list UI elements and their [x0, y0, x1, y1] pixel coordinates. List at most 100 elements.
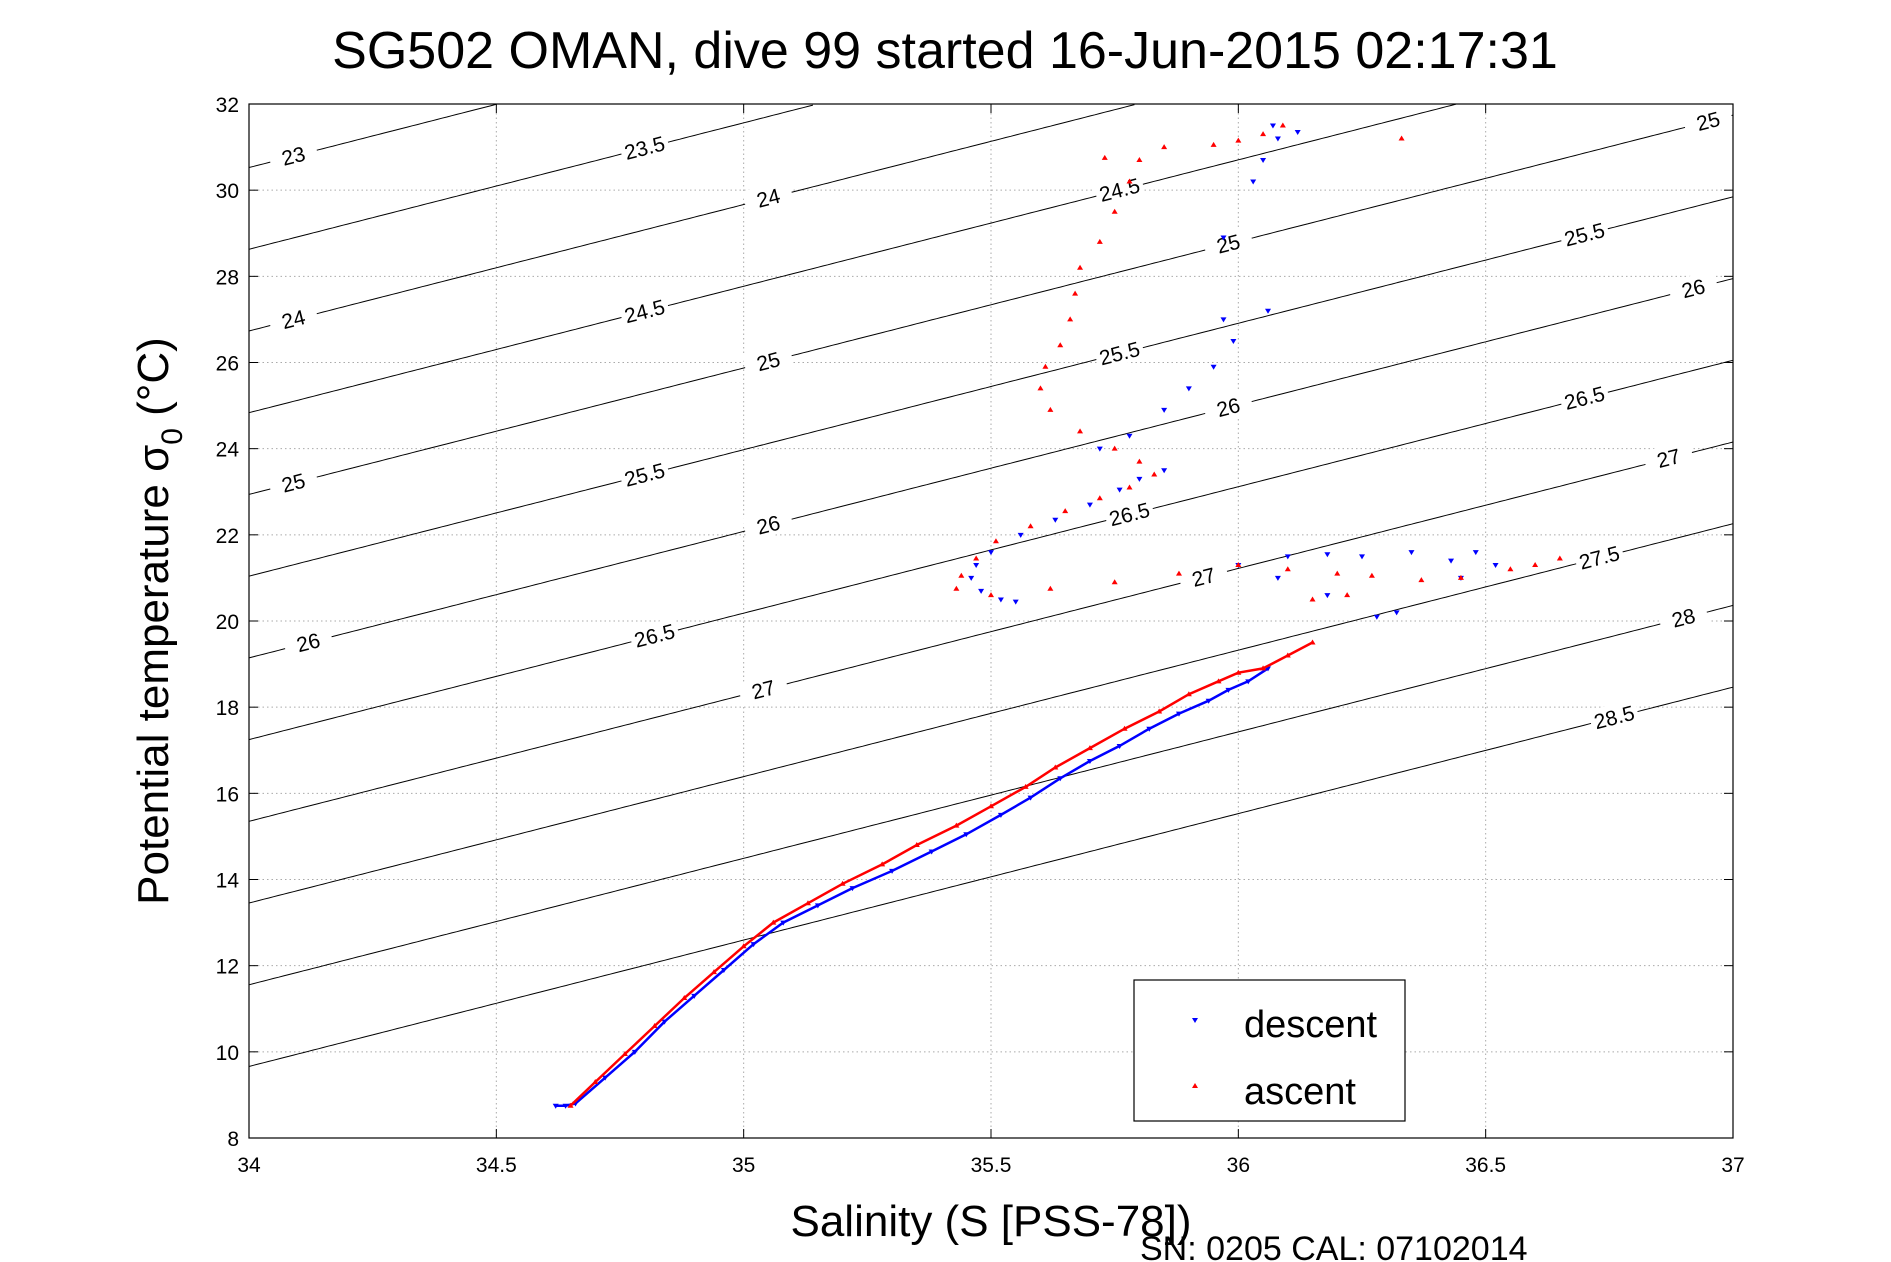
- descent-point: [1057, 776, 1064, 782]
- contour-label: 26: [1214, 394, 1242, 422]
- descent-point: [552, 1103, 559, 1109]
- contour-label: 26.5: [1107, 499, 1152, 531]
- descent-point: [1373, 614, 1380, 620]
- descent-point: [602, 1075, 609, 1081]
- x-tick-label: 35: [732, 1154, 755, 1177]
- ascent-point: [1309, 639, 1316, 645]
- contour-label-bg: [267, 464, 320, 500]
- contour-label: 27: [749, 676, 777, 704]
- y-tick-label: 16: [216, 783, 239, 806]
- ascent-point: [973, 555, 980, 561]
- contour-label: 27: [1190, 564, 1218, 592]
- ascent-point: [1309, 596, 1316, 602]
- descent-point: [889, 868, 896, 874]
- ascent-point: [1111, 579, 1118, 585]
- descent-point: [1220, 235, 1227, 241]
- ascent-point: [1344, 592, 1351, 598]
- y-tick-label: 18: [216, 697, 239, 720]
- ascent-point: [1175, 570, 1182, 576]
- ascent-point: [1047, 585, 1054, 591]
- y-tick-label: 10: [216, 1042, 239, 1065]
- x-tick-label: 35.5: [971, 1154, 1012, 1177]
- descent-point: [1116, 487, 1123, 493]
- contour-label-bg: [741, 343, 795, 379]
- legend-ascent-label: ascent: [1244, 1071, 1356, 1113]
- ascent-point: [710, 969, 717, 975]
- contour-label: 24.5: [1097, 174, 1142, 206]
- y-tick-label: 28: [216, 266, 239, 289]
- ascent-point: [1136, 458, 1143, 464]
- y-axis-label-main: Potential temperature σ: [129, 445, 178, 905]
- x-axis-ticks: 34 34.5 35 35.5 36 36.5 37: [237, 104, 1745, 1177]
- descent-point: [1274, 136, 1281, 142]
- descent-point: [1185, 386, 1192, 392]
- grid: [248, 103, 1734, 1139]
- x-tick-label: 34.5: [476, 1154, 517, 1177]
- ascent-point: [1022, 783, 1029, 789]
- ascent-series: [567, 122, 1563, 1108]
- ascent-point: [1027, 523, 1034, 529]
- contour-label-bg: [281, 624, 335, 660]
- ascent-point: [1086, 745, 1093, 751]
- ascent-point: [567, 1102, 574, 1108]
- contour-label-bg: [1558, 216, 1611, 252]
- y-tick-label: 12: [216, 956, 239, 979]
- descent-point: [968, 575, 975, 581]
- contour-label-bg: [1201, 388, 1255, 425]
- contour-label: 23: [279, 143, 307, 171]
- descent-point: [963, 832, 970, 838]
- ascent-point: [1156, 708, 1163, 714]
- contour-label: 27: [1655, 445, 1683, 473]
- isopycnal-line: [248, 441, 1734, 822]
- legend: descent ascent: [1133, 979, 1406, 1122]
- descent-point: [1086, 759, 1093, 765]
- x-axis-label: Salinity (S [PSS-78]): [790, 1197, 1191, 1246]
- ascent-point: [1556, 555, 1563, 561]
- ascent-point: [1126, 178, 1133, 184]
- contour-label: 25.5: [1562, 219, 1607, 251]
- ascent-point: [1052, 764, 1059, 770]
- isopycnal-line: [248, 686, 1734, 1067]
- ascent-point: [1210, 141, 1217, 147]
- descent-point: [1027, 795, 1034, 801]
- contour-label: 25: [1694, 108, 1722, 136]
- ascent-point: [1077, 264, 1084, 270]
- x-tick-label: 34: [237, 1154, 261, 1177]
- contour-label-bg: [618, 456, 671, 492]
- descent-point: [562, 1103, 569, 1109]
- contour-label: 23.5: [622, 132, 667, 164]
- isopycnal-line: [248, 196, 1734, 577]
- y-axis-ticks: 8 10 12 14 16 18 20 22 24 26 28 30 32: [216, 94, 1733, 1151]
- contour-label-bg: [618, 129, 671, 165]
- ascent-point: [1260, 131, 1267, 137]
- descent-point: [997, 597, 1004, 603]
- contour-label: 26: [1679, 275, 1707, 303]
- ascent-point: [1136, 157, 1143, 163]
- descent-point: [978, 588, 985, 594]
- contour-label-bg: [628, 617, 681, 653]
- y-tick-label: 22: [216, 525, 239, 548]
- descent-point: [973, 562, 980, 568]
- ascent-point: [1121, 725, 1128, 731]
- ascent-point: [1037, 385, 1044, 391]
- legend-descent-label: descent: [1244, 1004, 1378, 1046]
- ascent-point: [651, 1022, 658, 1028]
- ascent-point: [740, 943, 747, 949]
- isopycnal-line: [248, 278, 1734, 659]
- contour-label-bg: [1558, 379, 1611, 415]
- legend-ascent-marker: [1192, 1083, 1198, 1088]
- isopycnal-contours: 23 23.5242424.524.52525252525.525.525.526…: [248, 102, 1735, 1067]
- descent-point: [1324, 593, 1331, 599]
- ascent-point: [1077, 428, 1084, 434]
- descent-series: [552, 123, 1499, 1109]
- contour-label-bg: [1201, 225, 1255, 261]
- ascent-point: [1418, 577, 1425, 583]
- ascent-point: [1072, 290, 1079, 296]
- contour-label: 25.5: [622, 459, 667, 491]
- descent-point: [1274, 575, 1281, 581]
- ascent-point: [1398, 135, 1405, 141]
- ascent-point: [1215, 678, 1222, 684]
- contour-label-bg: [1666, 270, 1720, 306]
- descent-point: [1205, 698, 1212, 704]
